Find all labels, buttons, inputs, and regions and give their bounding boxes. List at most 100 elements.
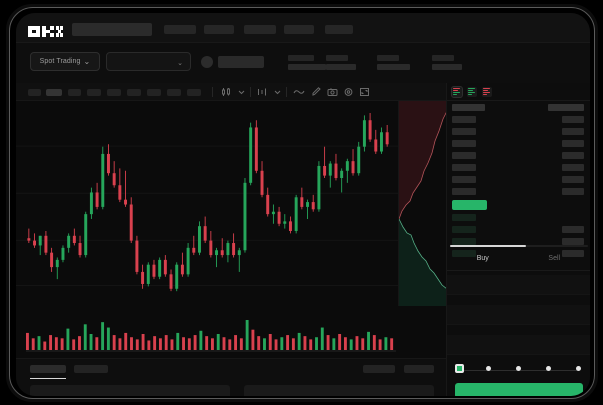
nav-item-5[interactable] [325,25,353,34]
orderbook-ask-size [562,152,584,159]
active-tab-underline [30,378,66,379]
nav-item-2[interactable] [204,25,234,34]
coin-avatar-icon [201,56,213,68]
trading-pair-select[interactable]: ⌄ [106,52,191,71]
orderbook-bid-row[interactable] [452,226,476,233]
timeframe-3[interactable] [68,89,81,96]
stat-24h-volume [432,55,462,70]
percent-slider-stop-25[interactable] [486,366,491,371]
orderbook-header-size [548,104,584,111]
stat-24h-change-value [326,64,356,70]
settings-gear-icon[interactable] [343,87,354,97]
orders-panel [16,358,446,396]
bottom-action-1[interactable] [363,365,395,373]
toolbar-divider [286,87,287,97]
trade-tab-sell[interactable]: Sell [548,255,561,262]
orderbook-mode-both-icon[interactable] [451,85,463,98]
stat-last-price-label [288,55,314,61]
wave-line-icon[interactable] [293,87,305,97]
fullscreen-icon[interactable] [359,87,370,97]
timeframe-6[interactable] [127,89,141,96]
submit-order-button[interactable] [455,383,583,396]
orderbook[interactable] [447,101,590,257]
timeframe-2[interactable] [46,89,62,96]
stat-24h-high-label [377,55,399,61]
nav-item-3[interactable] [244,25,276,34]
price-field[interactable] [447,275,590,295]
bottom-action-2[interactable] [404,365,434,373]
orderbook-scrollbar-thumb[interactable] [450,245,526,247]
orderbook-ask-row[interactable] [452,140,476,147]
orderbook-ask-size [562,188,584,195]
orderbook-mode-asks-icon[interactable] [482,86,492,97]
orderbook-bid-size [562,226,584,233]
orderbook-ask-row[interactable] [452,188,476,195]
market-depth-chart[interactable] [398,101,448,306]
stat-24h-volume-value [432,64,462,70]
app-screen: OKX Spot Trading ⌄ ⌄ [16,13,590,396]
chart-type-dropdown-caret-icon[interactable] [238,87,245,97]
chart-toolbar [16,83,446,101]
orderbook-ask-size [562,116,584,123]
nav-item-4[interactable] [284,25,314,34]
bottom-tab-order-history[interactable] [74,365,108,373]
chart-type-icon[interactable] [221,87,232,97]
okx-logo[interactable]: OKX [28,24,63,37]
stat-last-price-value [288,64,326,70]
total-field[interactable] [447,335,590,355]
orderbook-ask-row[interactable] [452,164,476,171]
percent-slider-handle[interactable] [455,364,464,373]
bottom-content-right [244,385,434,396]
stat-last-price [288,55,326,70]
orderbook-bid-size [562,250,584,257]
trade-tab-buy[interactable]: Buy [476,255,489,262]
orderbook-bid-row[interactable] [452,214,476,221]
camera-icon[interactable] [327,87,338,97]
nav-search-field[interactable] [72,23,152,36]
orderbook-header-price [452,104,485,111]
stat-24h-high [377,55,410,70]
timeframe-5[interactable] [107,89,121,96]
orderbook-ask-size [562,128,584,135]
orderbook-ask-size [562,164,584,171]
stat-24h-volume-label [432,55,454,61]
orderbook-mode-bids-icon[interactable] [467,86,477,97]
trade-tabs: Buy Sell [447,251,590,271]
orderbook-ask-size [562,176,584,183]
indicator-dropdown-icon[interactable] [257,87,268,97]
nav-item-1[interactable] [164,25,196,34]
candlestick-chart[interactable] [16,101,398,306]
timeframe-1[interactable] [28,89,41,96]
orderbook-bid-size [562,238,584,245]
pair-name [218,56,264,68]
percent-slider-stop-50[interactable] [516,366,521,371]
spot-trading-label: Spot Trading [39,58,81,65]
bottom-tab-open-orders[interactable] [30,365,66,373]
percent-slider-stop-100[interactable] [576,366,581,371]
orderbook-bid-row[interactable] [452,238,476,245]
top-navigation-bar: OKX [16,13,590,43]
orderbook-bid-row[interactable] [452,250,476,257]
toolbar-divider [250,87,251,97]
pencil-icon[interactable] [311,87,322,97]
orderbook-last-price [452,200,487,210]
timeframe-7[interactable] [147,89,161,96]
orderbook-ask-row[interactable] [452,128,476,135]
chevron-down-icon: ⌄ [177,60,183,67]
orderbook-ask-row[interactable] [452,116,476,123]
indicator-dropdown-caret-icon[interactable] [274,87,281,97]
orderbook-and-trade-panel: Buy Sell [446,83,590,396]
timeframe-9[interactable] [187,89,201,96]
orderbook-ask-row[interactable] [452,176,476,183]
amount-field[interactable] [447,305,590,325]
orderbook-toolbar [447,83,590,101]
percent-slider-stop-75[interactable] [546,366,551,371]
device-frame: OKX Spot Trading ⌄ ⌄ [6,4,598,402]
spot-trading-dropdown[interactable]: Spot Trading ⌄ [30,52,100,71]
orderbook-ask-size [562,140,584,147]
timeframe-8[interactable] [167,89,181,96]
orderbook-ask-row[interactable] [452,152,476,159]
toolbar-divider [212,87,213,97]
timeframe-4[interactable] [87,89,101,96]
market-header: Spot Trading ⌄ ⌄ [16,43,590,83]
